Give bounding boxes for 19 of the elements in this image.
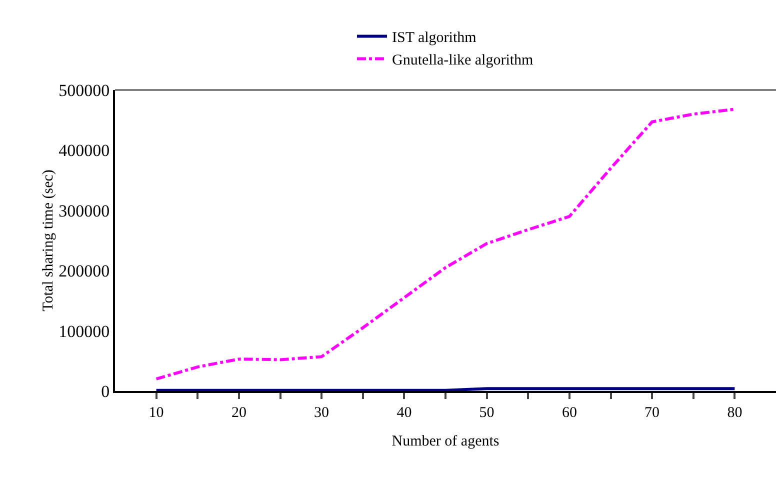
x-tick-label: 40 bbox=[396, 405, 412, 421]
x-tick-label: 70 bbox=[644, 405, 660, 421]
y-tick-label: 100000 bbox=[58, 322, 110, 341]
y-tick-label: 400000 bbox=[58, 141, 110, 160]
x-tick-label: 60 bbox=[562, 405, 577, 421]
y-tick-label: 500000 bbox=[58, 80, 110, 100]
x-tick-label: 20 bbox=[231, 405, 246, 421]
x-tick-label: 10 bbox=[148, 405, 164, 421]
legend-label: Gnutella-like algorithm bbox=[392, 52, 534, 69]
legend-label: IST algorithm bbox=[392, 30, 477, 46]
x-tick-label: 50 bbox=[479, 405, 494, 421]
y-tick-label: 200000 bbox=[58, 262, 110, 281]
x-tick-label: 80 bbox=[727, 405, 742, 421]
x-tick-label: 30 bbox=[314, 405, 330, 421]
y-tick-label: 300000 bbox=[58, 201, 110, 220]
x-axis-title: Number of agents bbox=[392, 434, 500, 450]
y-tick-label: 0 bbox=[101, 382, 110, 401]
y-axis-title: Total sharing time (sec) bbox=[40, 170, 57, 312]
line-series bbox=[154, 108, 736, 380]
